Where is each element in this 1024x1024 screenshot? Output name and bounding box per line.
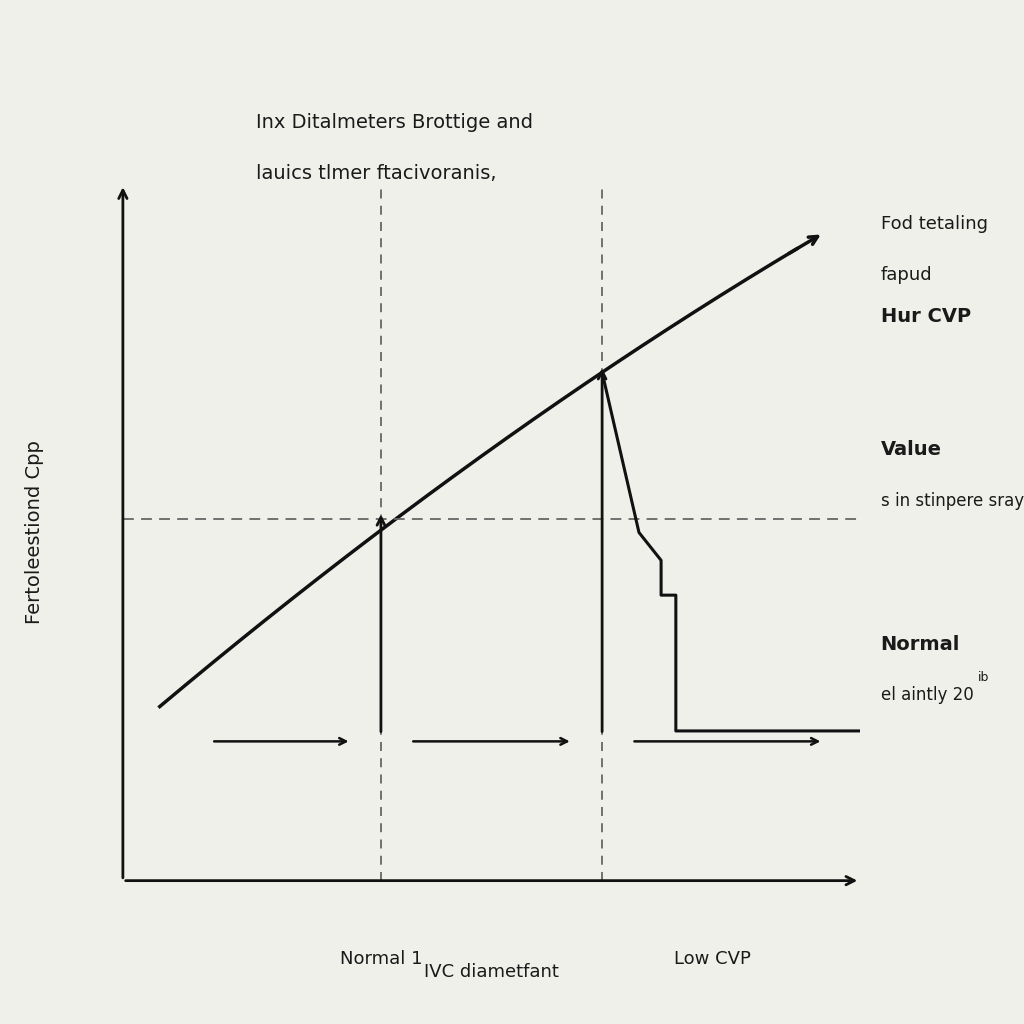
Text: Low CVP: Low CVP	[674, 950, 752, 969]
Text: Inx Ditalmeters Brottige and: Inx Ditalmeters Brottige and	[256, 113, 534, 132]
Text: ib: ib	[978, 671, 989, 684]
Text: Normal: Normal	[881, 635, 961, 654]
Text: Fod tetaling: Fod tetaling	[881, 215, 987, 233]
Text: fapud: fapud	[881, 266, 932, 285]
Text: s in stinpere sray: s in stinpere sray	[881, 492, 1024, 510]
Text: Hur CVP: Hur CVP	[881, 307, 971, 327]
Text: Value: Value	[881, 440, 942, 460]
Text: el aintly 20: el aintly 20	[881, 686, 974, 705]
Text: Normal 1: Normal 1	[340, 950, 422, 969]
Text: IVC diametfant: IVC diametfant	[424, 963, 559, 981]
Text: Fertoleestiond Cpp: Fertoleestiond Cpp	[25, 440, 44, 625]
Text: lauics tlmer ftacivoranis,: lauics tlmer ftacivoranis,	[256, 164, 497, 183]
